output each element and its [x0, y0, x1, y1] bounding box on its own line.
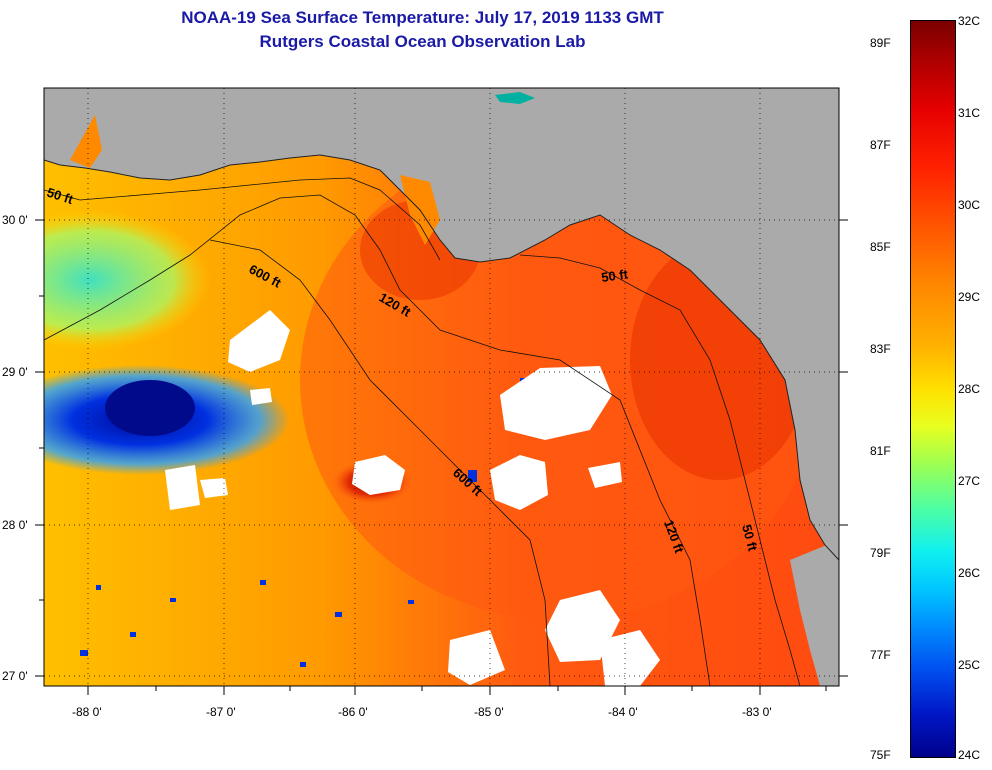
- lon-tick-label: -86 0': [338, 705, 368, 719]
- cloud-cover: [165, 310, 660, 686]
- lon-tick-label: -83 0': [742, 705, 772, 719]
- land-mass: [44, 88, 839, 560]
- colorbar-f-label: 83F: [870, 342, 891, 356]
- contour-label: 50 ft: [739, 523, 761, 553]
- colorbar-c-label: 24C: [958, 748, 981, 762]
- colorbar-c-label: 32C: [958, 14, 981, 28]
- contour-600ft: [209, 239, 551, 686]
- cool-west-region: [44, 210, 210, 350]
- lat-tick-label: 29 0': [2, 365, 28, 379]
- temperature-colorbar: [910, 20, 956, 758]
- colorbar-f-label: 81F: [870, 444, 891, 458]
- colorbar-c-label: 28C: [958, 382, 981, 396]
- colorbar-f-label: 79F: [870, 546, 891, 560]
- colorbar-c-label: 30C: [958, 198, 981, 212]
- colorbar-f-label: 87F: [870, 138, 891, 152]
- lon-tick-label: -88 0': [72, 705, 102, 719]
- colorbar-c-label: 26C: [958, 566, 981, 580]
- lat-tick-label: 30 0': [2, 213, 28, 227]
- map-title: NOAA-19 Sea Surface Temperature: July 17…: [181, 8, 664, 27]
- colorbar-f-label: 89F: [870, 36, 891, 50]
- lat-tick-label: 28 0': [2, 518, 28, 532]
- map-subtitle: Rutgers Coastal Ocean Observation Lab: [259, 32, 586, 51]
- contour-label: 50 ft: [600, 266, 629, 285]
- colorbar-f-label: 75F: [870, 748, 891, 762]
- lon-tick-label: -84 0': [608, 705, 638, 719]
- colorbar-c-label: 31C: [958, 106, 981, 120]
- lat-tick-label: 27 0': [2, 669, 28, 683]
- lon-tick-label: -85 0': [474, 705, 504, 719]
- colorbar-f-label: 77F: [870, 648, 891, 662]
- colorbar-f-label: 85F: [870, 240, 891, 254]
- colorbar-c-label: 27C: [958, 474, 981, 488]
- colorbar-c-label: 29C: [958, 290, 981, 304]
- contour-50ft-east: [519, 254, 801, 686]
- contour-50ft-west: [44, 177, 441, 261]
- lon-tick-label: -87 0': [206, 705, 236, 719]
- colorbar-c-label: 25C: [958, 658, 981, 672]
- contour-120ft: [44, 194, 711, 686]
